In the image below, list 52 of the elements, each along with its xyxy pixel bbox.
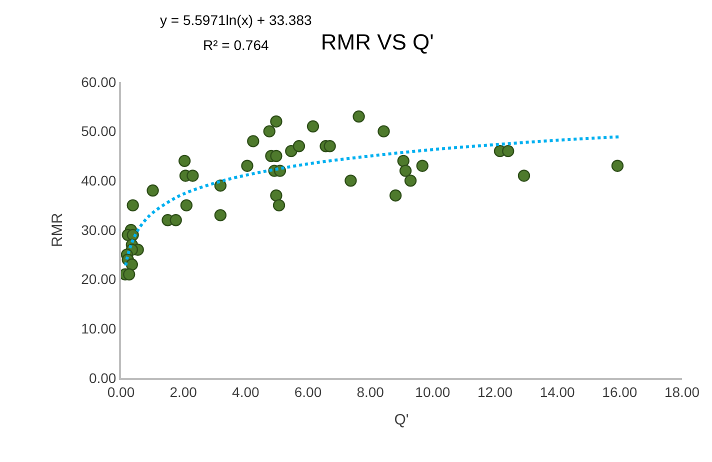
y-tick-label: 20.00 <box>81 271 116 288</box>
point <box>126 199 139 212</box>
point <box>270 115 282 128</box>
point <box>247 135 260 148</box>
point <box>270 150 282 162</box>
point <box>241 160 254 172</box>
x-tick-label: 8.00 <box>356 384 384 400</box>
y-axis-title: RMR <box>48 212 66 248</box>
point <box>344 174 357 187</box>
x-tick-label: 4.00 <box>232 384 260 400</box>
point <box>180 199 193 212</box>
point <box>399 164 412 177</box>
point <box>306 120 320 132</box>
text: R² = 0.764 <box>203 37 269 53</box>
point <box>126 258 138 271</box>
x-tick-label: 16.00 <box>602 384 638 400</box>
point <box>292 140 306 152</box>
point <box>389 189 402 202</box>
point <box>416 160 428 172</box>
point <box>263 125 276 138</box>
point <box>324 140 336 152</box>
x-tick-label: 12.00 <box>477 384 513 400</box>
x-tick-label: 14.00 <box>540 384 576 400</box>
x-tick-label: 6.00 <box>294 384 322 400</box>
point <box>352 110 365 123</box>
y-tick-label: 60.00 <box>81 74 116 90</box>
x-tick-label: 0.00 <box>107 384 135 400</box>
point <box>518 170 530 182</box>
y-tick-label: 0.00 <box>88 370 116 386</box>
chart-title: RMR VS Q' <box>320 29 434 54</box>
point <box>404 174 417 187</box>
point <box>146 184 159 197</box>
point <box>178 154 191 168</box>
point <box>214 209 227 222</box>
x-tick-label: 2.00 <box>170 384 198 400</box>
point <box>170 214 182 226</box>
y-tick-label: 50.00 <box>81 123 116 140</box>
x-tick-label: 10.00 <box>415 384 450 400</box>
y-tick-label: 40.00 <box>81 172 116 189</box>
x-tick-label: 18.00 <box>664 384 700 400</box>
point <box>502 144 514 158</box>
point <box>272 199 286 212</box>
point <box>270 189 282 202</box>
point <box>611 160 624 172</box>
y-tick-label: 10.00 <box>81 320 116 337</box>
x-axis-title: Q' <box>394 411 409 428</box>
point <box>186 170 199 182</box>
point <box>397 154 410 168</box>
point <box>123 268 136 280</box>
point <box>378 125 390 138</box>
y-tick-label: 30.00 <box>81 222 116 238</box>
text: y = 5.5971ln(x) + 33.383 <box>160 12 312 28</box>
